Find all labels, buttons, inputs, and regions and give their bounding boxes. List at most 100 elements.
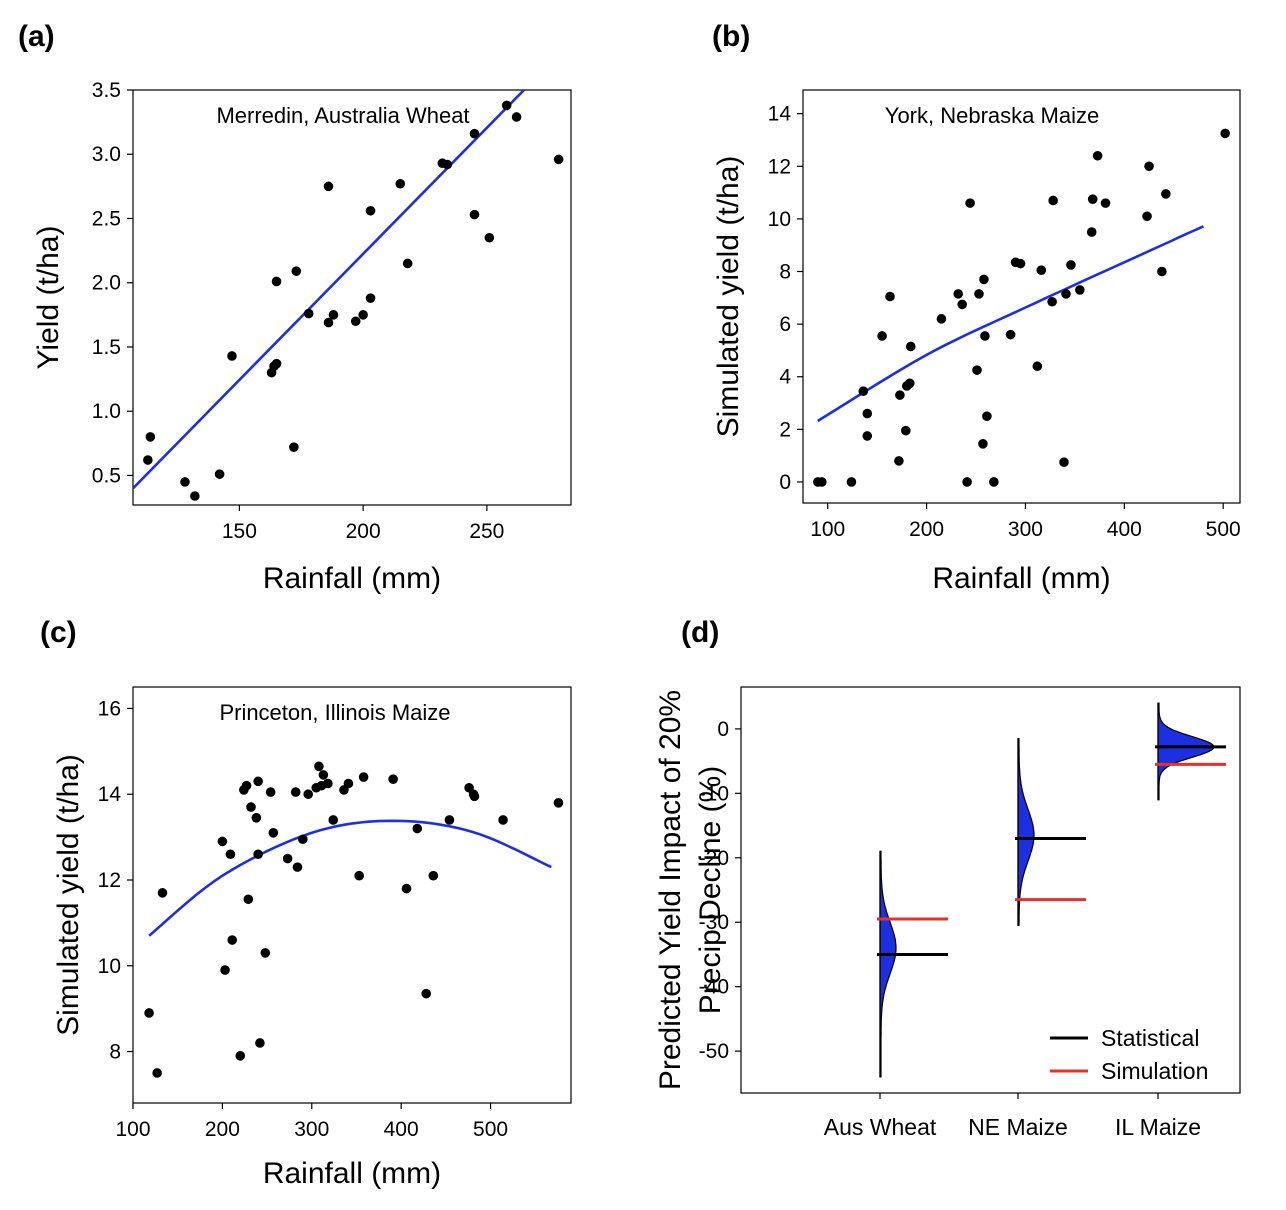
x-tick-label: 200 <box>346 520 381 543</box>
data-point <box>365 205 376 216</box>
data-point <box>1059 457 1069 468</box>
panel-letter: (c) <box>40 616 77 649</box>
data-point <box>1075 285 1085 295</box>
data-point <box>303 789 314 800</box>
fit-line <box>133 90 525 490</box>
data-point <box>358 772 369 782</box>
data-point <box>328 310 339 320</box>
data-point <box>268 828 279 838</box>
data-point <box>553 154 564 165</box>
data-point <box>265 787 276 797</box>
data-point <box>243 894 254 905</box>
data-point <box>227 351 237 361</box>
data-point <box>1100 198 1111 208</box>
y-tick-label: 1.0 <box>92 400 121 423</box>
panel-letter: (a) <box>18 20 55 53</box>
y-tick-label: 1.5 <box>92 336 121 359</box>
data-point <box>1036 265 1047 275</box>
x-tick-label: 300 <box>1008 518 1043 541</box>
data-point <box>303 308 314 319</box>
x-tick-label: 200 <box>909 518 944 541</box>
data-point <box>901 425 911 436</box>
data-point <box>1087 194 1098 204</box>
data-point <box>157 888 168 898</box>
data-point <box>1157 266 1167 277</box>
data-point <box>469 209 480 220</box>
data-point <box>877 331 887 341</box>
fit-line <box>148 819 552 937</box>
data-point <box>982 411 992 421</box>
data-point <box>251 813 262 823</box>
data-point <box>260 948 271 958</box>
data-point <box>1161 189 1171 199</box>
data-point <box>979 274 989 285</box>
data-point <box>989 477 999 487</box>
plot-frame <box>132 89 572 506</box>
data-point <box>354 870 364 881</box>
data-point <box>314 761 324 772</box>
data-point <box>862 431 873 441</box>
data-point <box>365 293 376 303</box>
data-point <box>511 112 522 122</box>
data-point <box>253 849 263 860</box>
data-point <box>953 289 964 299</box>
data-point <box>1144 161 1154 172</box>
x-tick-label: 200 <box>205 1118 240 1141</box>
y-tick-label: 14 <box>98 783 122 806</box>
distribution-violin <box>1017 737 1035 927</box>
panel-c: (c) 8 10 12 14 16 Simulated yield (t/ha) 100 200… <box>40 616 572 1190</box>
y-tick-label: 3.0 <box>92 143 121 166</box>
legend-label: Simulation <box>1101 1058 1208 1084</box>
y-tick-label: 0 <box>779 471 791 494</box>
x-tick-label: 300 <box>294 1118 329 1141</box>
y-tick-label: 12 <box>98 869 121 892</box>
data-point <box>1086 227 1097 237</box>
data-point <box>895 390 905 400</box>
data-point <box>395 178 406 189</box>
data-point <box>965 198 975 208</box>
x-tick-label: 150 <box>222 520 257 543</box>
y-tick-label: 10 <box>768 208 791 231</box>
x-axis-label: Rainfall (mm) <box>263 1157 441 1190</box>
data-point <box>343 778 354 789</box>
y-axis-label-line-2: Precip Decline (%) <box>694 766 727 1014</box>
data-point <box>428 870 439 881</box>
data-point <box>143 455 153 465</box>
data-point <box>298 834 308 845</box>
x-axis-label: Rainfall (mm) <box>932 562 1110 595</box>
data-point <box>271 276 282 287</box>
distribution-violin <box>879 850 897 1078</box>
x-tick-label: 250 <box>469 520 504 543</box>
data-point <box>225 849 236 860</box>
y-tick-label: -20 <box>699 847 729 870</box>
x-tick-label: 400 <box>1107 518 1142 541</box>
data-point <box>421 988 431 999</box>
panel-annotation: Merredin, Australia Wheat <box>216 103 469 128</box>
data-point <box>217 836 228 847</box>
data-point <box>255 1038 265 1048</box>
legend: Statistical Simulation <box>1050 1025 1208 1084</box>
data-point <box>388 774 398 785</box>
data-point <box>145 432 156 442</box>
distribution-violin <box>1157 702 1215 801</box>
data-point <box>358 310 368 320</box>
data-point <box>442 159 453 170</box>
data-point <box>978 439 988 449</box>
data-point <box>974 289 984 299</box>
data-point <box>1061 289 1071 299</box>
y-tick-label: 4 <box>779 366 791 389</box>
y-tick-label: 0 <box>717 718 729 741</box>
data-point <box>271 358 282 369</box>
y-tick-label: -30 <box>699 911 729 934</box>
data-point <box>904 378 915 389</box>
data-point <box>180 477 190 487</box>
y-tick-label: 0.5 <box>92 464 121 487</box>
data-point <box>1032 361 1043 372</box>
plot-frame <box>802 89 1241 504</box>
data-point <box>972 365 982 375</box>
data-point <box>318 770 329 780</box>
data-point <box>862 408 873 419</box>
y-tick-label: 8 <box>109 1041 121 1064</box>
y-axis-label: Simulated yield (t/ha) <box>712 156 745 438</box>
